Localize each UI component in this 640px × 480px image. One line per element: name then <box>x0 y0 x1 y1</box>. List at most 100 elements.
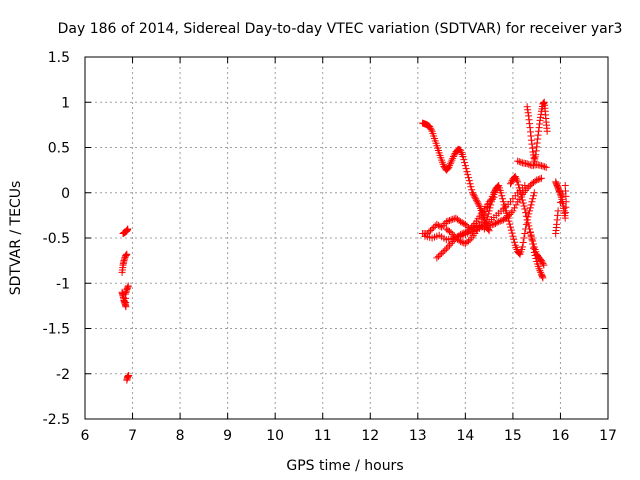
data-point <box>465 174 473 182</box>
data-point <box>542 163 550 171</box>
data-point <box>468 223 476 231</box>
x-tick-label: 10 <box>266 428 284 444</box>
data-point <box>528 198 536 206</box>
data-point <box>465 237 473 245</box>
data-point <box>512 201 520 209</box>
data-point <box>465 177 473 185</box>
data-point <box>441 246 449 254</box>
data-point <box>528 234 536 242</box>
series-late-e <box>480 182 538 258</box>
data-point <box>462 165 470 173</box>
data-point <box>466 225 474 233</box>
data-point <box>458 230 466 238</box>
data-point <box>472 196 480 204</box>
x-tick-label: 14 <box>456 428 474 444</box>
data-point <box>527 201 535 209</box>
x-tick-label: 12 <box>361 428 379 444</box>
data-point <box>529 195 537 203</box>
data-point <box>461 159 469 167</box>
data-point <box>481 222 489 230</box>
data-point <box>530 192 538 200</box>
data-point <box>485 207 493 215</box>
data-point <box>439 221 447 229</box>
data-point <box>450 232 458 240</box>
data-point <box>480 211 488 219</box>
x-tick-label: 15 <box>504 428 522 444</box>
data-point <box>524 213 532 221</box>
series-early-c <box>118 282 132 311</box>
data-point <box>491 220 499 228</box>
data-point <box>474 199 482 207</box>
series-late-f <box>442 184 500 247</box>
x-tick-label: 9 <box>223 428 232 444</box>
data-point <box>455 236 463 244</box>
data-point <box>446 160 454 168</box>
data-point <box>426 226 434 234</box>
y-tick-label: 0 <box>61 186 70 202</box>
chart-title: Day 186 of 2014, Sidereal Day-to-day VTE… <box>58 21 623 37</box>
data-point <box>516 187 524 195</box>
data-point <box>436 222 444 230</box>
data-point <box>520 234 528 242</box>
data-point <box>491 186 499 194</box>
data-point <box>470 192 478 200</box>
x-tick-label: 7 <box>128 428 137 444</box>
data-point <box>539 162 547 170</box>
x-tick-label: 11 <box>314 428 332 444</box>
data-point <box>446 241 454 249</box>
data-point <box>530 189 538 197</box>
data-point <box>457 230 465 238</box>
data-point <box>526 207 534 215</box>
data-point <box>531 177 539 185</box>
data-point <box>461 162 469 170</box>
y-tick-label: -2.5 <box>43 412 70 428</box>
data-point <box>485 200 493 208</box>
data-point <box>534 175 542 183</box>
data-point <box>444 243 452 251</box>
data-point <box>507 226 515 234</box>
data-point <box>513 176 521 184</box>
data-point <box>449 153 457 161</box>
data-point <box>436 251 444 259</box>
data-point <box>461 220 469 228</box>
y-tick-label: -2 <box>56 367 70 383</box>
x-tick-label: 6 <box>81 428 90 444</box>
data-point <box>508 229 516 237</box>
data-point <box>450 151 458 159</box>
data-point <box>515 158 523 166</box>
data-point <box>467 183 475 191</box>
data-point <box>469 190 477 198</box>
data-point <box>483 216 491 224</box>
data-point <box>447 229 455 237</box>
data-point <box>466 180 474 188</box>
data-point <box>500 201 508 209</box>
data-point <box>517 190 525 198</box>
data-points <box>118 98 570 384</box>
data-point <box>426 123 434 131</box>
data-point <box>469 221 477 229</box>
data-point <box>523 160 531 168</box>
data-point <box>515 249 523 257</box>
data-point <box>490 220 498 228</box>
data-point <box>552 229 560 237</box>
series-early-d <box>123 372 133 384</box>
data-point <box>460 229 468 237</box>
y-tick-label: 1 <box>61 95 70 111</box>
data-point <box>428 225 436 233</box>
data-point <box>465 226 473 234</box>
data-point <box>446 227 454 235</box>
data-point <box>540 261 548 269</box>
data-point <box>493 219 501 227</box>
data-point <box>427 126 435 134</box>
data-point <box>504 214 512 222</box>
data-point <box>476 221 484 229</box>
data-point <box>498 192 506 200</box>
data-point <box>457 218 465 226</box>
data-point <box>556 198 564 206</box>
data-point <box>444 217 452 225</box>
data-point <box>506 220 514 228</box>
data-point <box>488 192 496 200</box>
y-tick-label: -0.5 <box>43 231 70 247</box>
data-point <box>498 217 506 225</box>
data-point <box>523 216 531 224</box>
